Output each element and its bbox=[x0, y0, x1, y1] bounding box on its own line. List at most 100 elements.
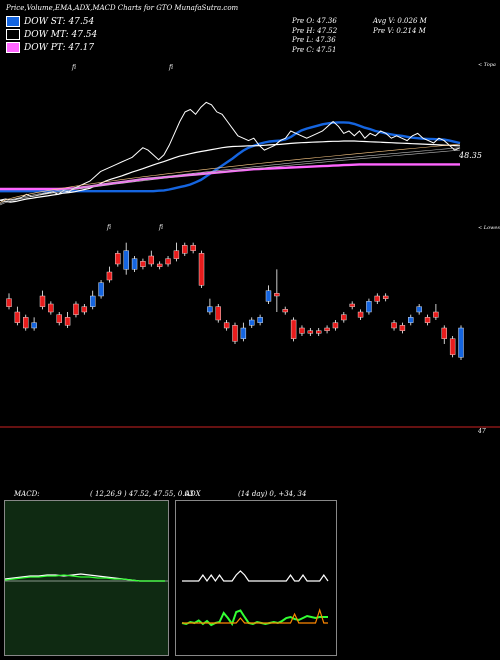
price-chart bbox=[0, 101, 500, 428]
candle bbox=[90, 290, 96, 310]
candle-body bbox=[39, 295, 46, 307]
prev-open: Pre O: 47.36 bbox=[292, 17, 337, 25]
candle bbox=[148, 250, 154, 267]
candle-body bbox=[416, 306, 422, 313]
candle bbox=[366, 298, 372, 315]
candle bbox=[198, 250, 205, 288]
candle-body bbox=[391, 322, 397, 329]
avg-volume: Avg V: 0.026 M bbox=[373, 17, 427, 25]
candle-body bbox=[165, 258, 171, 265]
current-price-label: 48.35 bbox=[459, 151, 482, 160]
adx-values: (14 day) 0, +34, 34 bbox=[238, 490, 307, 498]
candle bbox=[316, 328, 322, 336]
candle bbox=[64, 312, 71, 328]
ema-band-2 bbox=[0, 149, 461, 206]
dow-mt-swatch bbox=[6, 29, 20, 40]
candle bbox=[357, 309, 364, 320]
candle bbox=[399, 322, 406, 334]
candle-body bbox=[257, 317, 263, 323]
candle-body bbox=[332, 322, 339, 329]
candle bbox=[408, 314, 414, 326]
candle-body bbox=[449, 338, 456, 355]
top-label: < Topa bbox=[478, 62, 496, 68]
dow-st-swatch bbox=[6, 16, 20, 27]
candle bbox=[98, 280, 104, 299]
candle-body bbox=[441, 327, 447, 339]
candle-body bbox=[207, 306, 213, 313]
candle-body bbox=[148, 255, 154, 265]
candle-body bbox=[249, 319, 255, 326]
candle bbox=[249, 317, 255, 328]
candle bbox=[165, 256, 171, 267]
candle-body bbox=[31, 322, 37, 329]
candle-body bbox=[115, 253, 121, 265]
candle bbox=[73, 301, 79, 318]
candle-body bbox=[106, 271, 113, 281]
candle-body bbox=[366, 301, 372, 313]
candle-body bbox=[56, 314, 62, 323]
candle bbox=[173, 242, 180, 262]
macd-panel bbox=[4, 500, 169, 656]
candle-body bbox=[156, 263, 163, 267]
prev-volume: Pre V: 0.214 M bbox=[373, 27, 426, 35]
candle bbox=[115, 250, 121, 267]
candle bbox=[458, 325, 464, 360]
dow-mt-label: DOW MT: 47.54 bbox=[24, 29, 98, 40]
adx-panel bbox=[175, 500, 337, 656]
candle-body bbox=[98, 282, 104, 297]
candle-body bbox=[458, 327, 464, 358]
legend-dow-st: DOW ST: 47.54 bbox=[6, 16, 94, 27]
candle-body bbox=[316, 330, 322, 334]
macd-values: ( 12,26,9 ) 47.52, 47.55, 0.03 bbox=[90, 490, 194, 498]
candle bbox=[14, 306, 21, 326]
candle-body bbox=[140, 261, 146, 267]
legend-dow-mt: DOW MT: 47.54 bbox=[6, 29, 97, 40]
adx-line-2 bbox=[182, 608, 328, 624]
prev-close: Pre C: 47.51 bbox=[292, 46, 337, 54]
dow-st-label: DOW ST: 47.54 bbox=[24, 16, 95, 27]
adx-chart bbox=[181, 570, 329, 627]
candle-body bbox=[282, 309, 288, 313]
candle-body bbox=[307, 330, 314, 334]
candle-body bbox=[64, 317, 71, 326]
marker-2: fi bbox=[169, 64, 174, 71]
adx-label: ADX bbox=[185, 490, 201, 498]
candle-body bbox=[182, 245, 188, 254]
candle-body bbox=[299, 327, 305, 334]
ema-line-2 bbox=[0, 163, 460, 191]
macd-line-1 bbox=[5, 574, 165, 582]
candle bbox=[332, 320, 339, 331]
ema-band-1 bbox=[0, 147, 461, 205]
prev-low: Pre L: 47.36 bbox=[292, 36, 336, 44]
candle bbox=[290, 317, 297, 342]
candle bbox=[274, 269, 280, 312]
ema-band-0 bbox=[0, 143, 461, 203]
candle bbox=[232, 322, 238, 344]
candle-body bbox=[399, 325, 406, 331]
candle bbox=[106, 266, 113, 283]
prev-high: Pre H: 47.52 bbox=[292, 27, 338, 35]
candle bbox=[441, 325, 447, 344]
candle bbox=[257, 314, 263, 326]
candle-body bbox=[324, 327, 330, 331]
ema-lines bbox=[0, 101, 461, 206]
candle bbox=[374, 293, 380, 304]
candle bbox=[424, 314, 431, 326]
candle bbox=[324, 325, 330, 334]
candle bbox=[215, 304, 221, 323]
candles bbox=[6, 242, 464, 360]
chart-title: Price,Volume,EMA,ADX,MACD Charts for GTO… bbox=[6, 4, 239, 12]
candle-body bbox=[23, 317, 29, 329]
candle bbox=[48, 301, 54, 315]
candle-body bbox=[424, 317, 431, 323]
candle-body bbox=[290, 319, 297, 339]
candle bbox=[282, 306, 288, 315]
candle-body bbox=[240, 327, 247, 339]
marker-1: fi bbox=[72, 64, 77, 71]
ema-line-1 bbox=[0, 140, 461, 203]
macd-chart bbox=[5, 573, 168, 582]
candle bbox=[39, 290, 46, 310]
candle-body bbox=[274, 293, 280, 297]
candle bbox=[182, 242, 188, 256]
dow-pt-swatch bbox=[6, 42, 20, 53]
